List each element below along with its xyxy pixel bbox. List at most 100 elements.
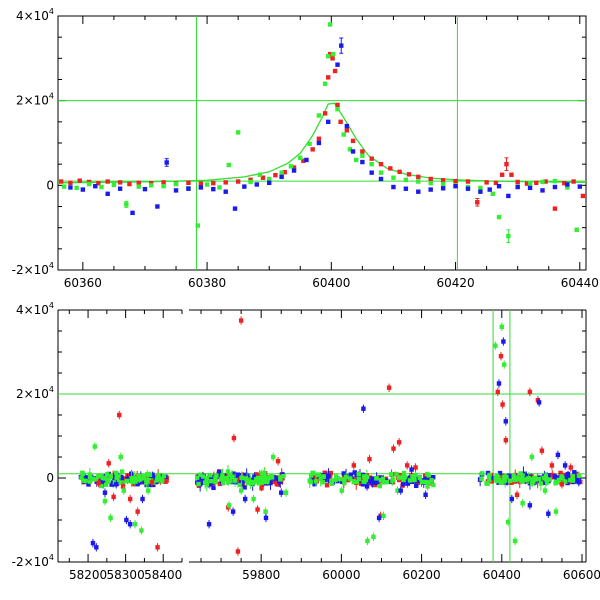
data-point-17 <box>257 172 263 177</box>
data-point-26 <box>86 482 91 487</box>
model-fit-curve <box>57 102 587 184</box>
data-point-47 <box>354 479 360 485</box>
data-point-23 <box>335 62 340 67</box>
data-point-59 <box>497 477 502 483</box>
data-point-53 <box>342 477 347 482</box>
data-point-53 <box>148 475 154 480</box>
data-point-6 <box>140 496 145 502</box>
data-point-41 <box>256 476 262 481</box>
data-point-53 <box>500 479 505 485</box>
data-point-59 <box>407 478 413 483</box>
data-point-4 <box>117 186 123 191</box>
data-point-21 <box>291 165 297 170</box>
data-point-45 <box>419 479 425 485</box>
data-point-37 <box>238 478 244 483</box>
data-point-19 <box>322 470 327 475</box>
data-point-19 <box>501 339 506 344</box>
data-point-23 <box>506 519 511 525</box>
data-point-21 <box>509 496 515 502</box>
data-point-33 <box>428 187 433 192</box>
data-point-54 <box>380 476 386 481</box>
data-point-30 <box>242 485 247 490</box>
data-point-11 <box>263 509 268 514</box>
data-point-33 <box>369 161 374 167</box>
data-point-58 <box>109 482 114 487</box>
data-point-17 <box>423 492 428 497</box>
data-point-18 <box>267 176 272 182</box>
data-point-37 <box>130 482 136 487</box>
data-point-47 <box>497 470 503 476</box>
data-point-16 <box>409 467 414 472</box>
data-point-37 <box>478 189 483 194</box>
data-point-9 <box>431 482 436 488</box>
data-point-8 <box>161 183 166 189</box>
y-tick-exponent: 4 <box>49 92 54 101</box>
data-point-53 <box>124 478 130 484</box>
data-point-42 <box>374 476 379 481</box>
data-point-18 <box>395 488 400 493</box>
data-point-39 <box>515 475 520 480</box>
data-point-34 <box>360 149 365 154</box>
data-point-2 <box>102 490 108 495</box>
data-point-24 <box>498 354 504 359</box>
data-point-22 <box>161 473 167 479</box>
data-point-54 <box>543 179 548 184</box>
data-point-36 <box>465 186 471 191</box>
data-point-13 <box>407 475 413 480</box>
data-point-27 <box>330 51 336 57</box>
data-point-10 <box>186 186 191 191</box>
data-point-45 <box>565 182 570 187</box>
data-point-54 <box>322 477 327 483</box>
data-point-17 <box>104 472 110 477</box>
y-tick-mantissa: 2×10 <box>16 387 49 401</box>
y-tick-mantissa: 0 <box>46 471 54 485</box>
data-point-6 <box>142 186 148 192</box>
data-point-33 <box>106 479 111 484</box>
data-point-34 <box>440 186 446 191</box>
data-point-42 <box>478 185 483 191</box>
data-point-47 <box>527 181 533 186</box>
data-point-5 <box>147 472 153 477</box>
data-point-15 <box>208 473 213 478</box>
y-tick-label: -2×104 <box>12 261 54 277</box>
data-point-26 <box>503 438 508 443</box>
data-point-11 <box>195 223 200 228</box>
data-point-25 <box>322 111 328 116</box>
data-point-16 <box>235 179 241 184</box>
data-point-3 <box>221 480 226 485</box>
data-point-1 <box>74 185 79 191</box>
data-point-43 <box>540 188 545 193</box>
x-tick-label: 58400 <box>144 568 182 582</box>
data-point-50 <box>400 474 406 480</box>
data-point-44 <box>552 184 558 190</box>
data-point-50 <box>565 185 570 190</box>
data-point-30 <box>553 481 558 486</box>
series-blue <box>68 37 582 216</box>
y-tick-label: 2×104 <box>16 385 54 401</box>
data-point-38 <box>239 475 245 480</box>
plot-frame <box>57 15 587 271</box>
data-point-22 <box>333 474 339 479</box>
data-point-30 <box>347 147 353 152</box>
data-point-10 <box>209 478 214 484</box>
data-point-24 <box>339 43 344 48</box>
data-point-58 <box>129 479 134 484</box>
data-point-25 <box>326 54 331 59</box>
data-point-3 <box>359 477 364 483</box>
data-point-25 <box>555 452 561 458</box>
data-point-12 <box>204 182 210 187</box>
data-point-18 <box>260 175 266 180</box>
data-point-29 <box>568 477 573 483</box>
data-point-38 <box>207 475 212 480</box>
top-panel-peak-zoom: 60360 60380 60400 60420 60440-2×10402×1044×1… <box>12 7 599 290</box>
data-point-17 <box>536 476 541 482</box>
data-point-43 <box>559 474 564 479</box>
data-point-7 <box>127 181 132 187</box>
data-point-9 <box>238 318 244 323</box>
data-point-35 <box>369 156 374 161</box>
x-tick-label: 59800 <box>242 568 280 582</box>
data-point-40 <box>416 174 421 180</box>
data-point-56 <box>562 181 567 186</box>
y-tick-exponent: 4 <box>49 553 54 562</box>
data-point-27 <box>360 159 365 165</box>
